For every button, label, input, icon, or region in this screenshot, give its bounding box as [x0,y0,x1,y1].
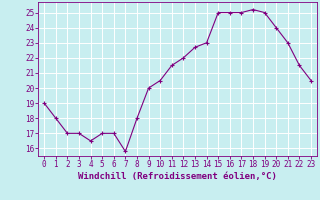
X-axis label: Windchill (Refroidissement éolien,°C): Windchill (Refroidissement éolien,°C) [78,172,277,181]
